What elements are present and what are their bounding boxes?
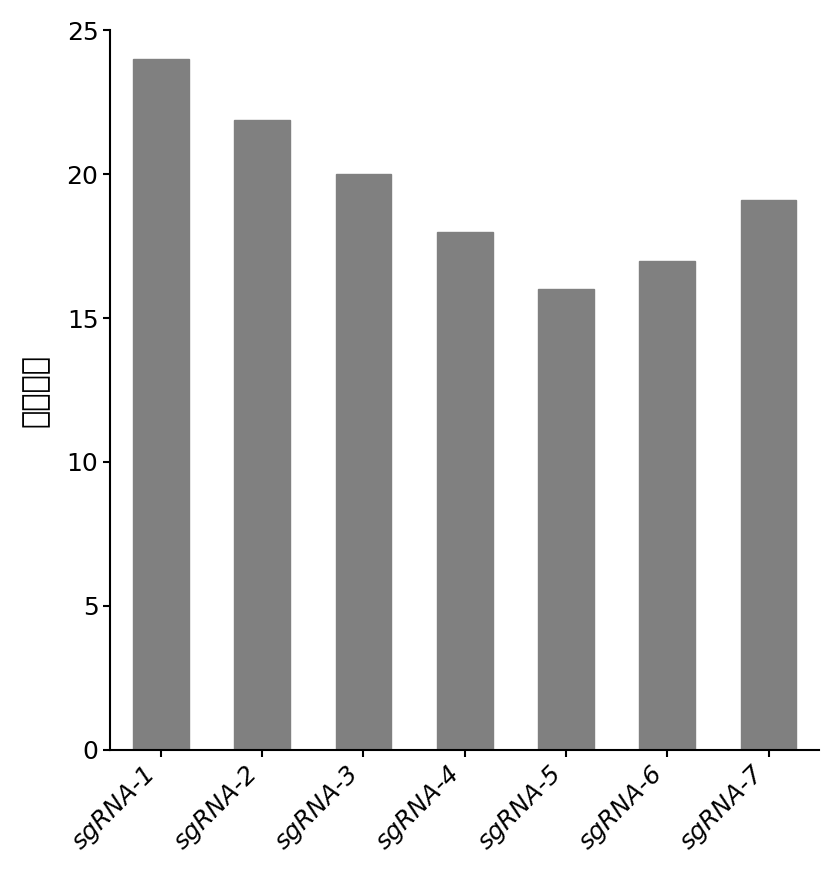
Bar [133, 60, 189, 750]
Bar [437, 232, 492, 750]
Bar [741, 200, 796, 750]
Bar [335, 174, 391, 750]
Bar [639, 261, 695, 750]
Bar [234, 120, 290, 750]
Y-axis label: 修复效率: 修复效率 [21, 354, 50, 426]
Bar [538, 290, 594, 750]
